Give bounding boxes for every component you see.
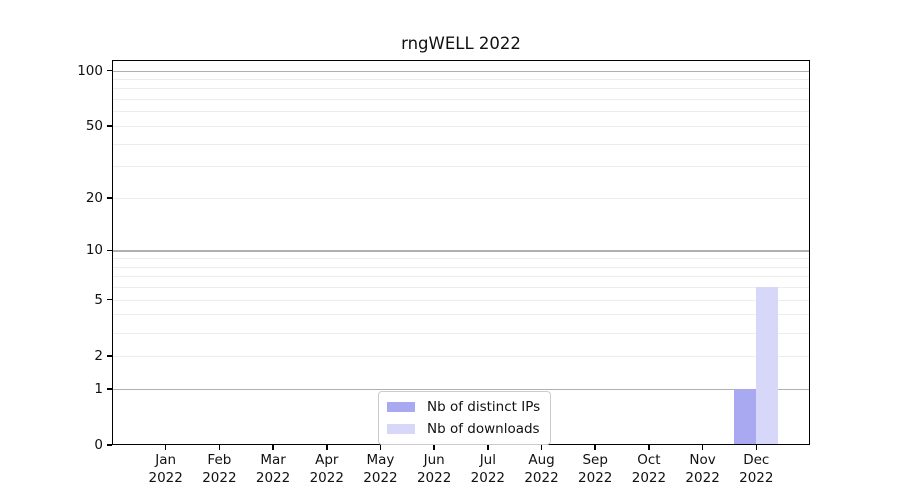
bar-nb-of-downloads: [756, 287, 779, 445]
x-tick: [433, 445, 435, 450]
minor-gridline: [112, 166, 810, 168]
minor-gridline: [112, 332, 810, 334]
x-tick: [701, 445, 704, 450]
x-tick: [164, 445, 167, 450]
x-tick: [755, 445, 758, 450]
x-tick-label: Feb 2022: [202, 452, 237, 486]
x-tick-label: Jun 2022: [416, 452, 452, 486]
legend-swatch: [387, 402, 415, 412]
x-tick-label: Dec 2022: [739, 452, 774, 486]
y-tick-label: 20: [85, 189, 103, 206]
y-tick: [107, 69, 112, 72]
x-tick-label: May 2022: [363, 452, 398, 486]
y-tick-label: 1: [94, 380, 103, 397]
x-tick-label: Mar 2022: [255, 452, 291, 486]
minor-gridline: [112, 143, 810, 145]
y-tick: [107, 355, 112, 357]
chart-title: rngWELL 2022: [401, 34, 521, 53]
x-tick: [487, 445, 489, 450]
minor-gridline: [112, 276, 810, 278]
x-tick: [218, 445, 221, 450]
major-gridline: [112, 70, 810, 72]
y-tick: [107, 298, 112, 301]
legend-entry: Nb of downloads: [387, 420, 540, 438]
minor-gridline: [112, 125, 810, 127]
minor-gridline: [112, 287, 810, 289]
x-tick: [594, 445, 596, 450]
bar-nb-of-distinct-ips: [734, 388, 757, 445]
legend-label: Nb of downloads: [427, 421, 540, 437]
x-tick: [540, 445, 543, 450]
x-tick-label: Jul 2022: [470, 452, 506, 486]
y-tick: [107, 388, 112, 390]
x-tick: [272, 445, 274, 450]
legend-entry: Nb of distinct IPs: [387, 398, 540, 416]
minor-gridline: [112, 299, 810, 301]
x-tick-label: Sep 2022: [578, 452, 613, 486]
major-gridline: [112, 250, 810, 252]
x-tick: [648, 445, 650, 450]
x-tick-label: Apr 2022: [309, 452, 344, 486]
y-tick-label: 10: [85, 242, 103, 259]
x-tick-label: Oct 2022: [631, 452, 667, 486]
x-tick: [379, 445, 382, 450]
minor-gridline: [112, 111, 810, 113]
minor-gridline: [112, 258, 810, 260]
minor-gridline: [112, 88, 810, 90]
legend: Nb of distinct IPs Nb of downloads: [378, 391, 552, 445]
minor-gridline: [112, 314, 810, 316]
x-tick-label: Aug 2022: [524, 452, 559, 486]
minor-gridline: [112, 266, 810, 268]
minor-gridline: [112, 355, 810, 357]
x-tick: [326, 445, 328, 450]
y-tick: [107, 125, 112, 127]
minor-gridline: [112, 99, 810, 101]
y-tick-label: 0: [94, 437, 103, 453]
y-tick: [107, 444, 112, 446]
major-gridline: [112, 388, 810, 391]
y-tick-label: 2: [94, 347, 103, 364]
x-tick-label: Jan 2022: [148, 452, 183, 486]
y-tick-label: 5: [94, 291, 103, 308]
minor-gridline: [112, 78, 810, 80]
y-tick: [107, 249, 112, 252]
legend-swatch: [387, 424, 415, 434]
x-tick-label: Nov 2022: [685, 452, 720, 486]
plot-area: [112, 60, 810, 445]
y-tick-label: 50: [85, 117, 103, 134]
legend-label: Nb of distinct IPs: [427, 399, 541, 415]
minor-gridline: [112, 197, 810, 199]
y-tick: [107, 197, 112, 199]
y-tick-label: 100: [77, 62, 103, 79]
